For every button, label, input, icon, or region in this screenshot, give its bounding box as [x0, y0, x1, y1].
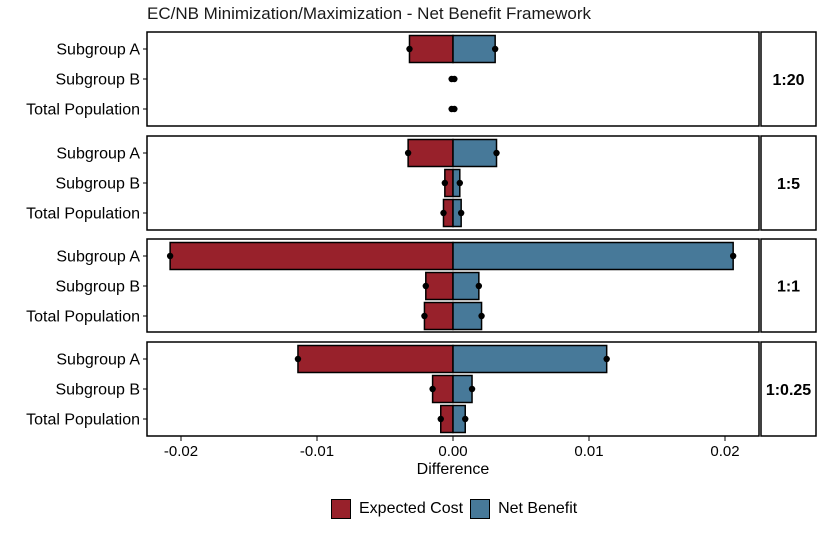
- point-expected-cost-subgroup-a-1-5: [404, 149, 412, 157]
- facet-strip-1-5: [760, 135, 817, 231]
- legend-swatch-expected-cost: [331, 499, 351, 519]
- bar-net-benefit-subgroup-a-1-1: [452, 241, 734, 271]
- facet-strip-1-1: [760, 238, 817, 333]
- y-tick-label-subgroup-b-1-0-25: Subgroup B: [55, 382, 140, 399]
- legend-label-net-benefit: Net Benefit: [498, 500, 578, 517]
- bar-expected-cost-subgroup-a-1-5: [407, 138, 454, 168]
- point-expected-cost-subgroup-a-1-0-25: [294, 355, 302, 363]
- point-net-benefit-subgroup-a-1-20: [491, 45, 499, 53]
- bar-net-benefit-total-population-1-1: [452, 301, 483, 331]
- chart-title: EC/NB Minimization/Maximization - Net Be…: [147, 4, 592, 23]
- bar-expected-cost-subgroup-a-1-0-25: [297, 344, 454, 374]
- y-tick-label-subgroup-a-1-20: Subgroup A: [56, 42, 140, 59]
- facet-label-1-20: 1:20: [772, 72, 804, 89]
- legend-item-expected-cost: Expected Cost: [331, 499, 463, 519]
- legend: Expected Cost Net Benefit: [331, 499, 584, 519]
- x-tick-label: 0.01: [574, 443, 603, 460]
- y-tick-label-subgroup-a-1-0-25: Subgroup A: [56, 352, 140, 369]
- x-tick-label: 0.02: [710, 443, 739, 460]
- point-expected-cost-subgroup-b-1-1: [422, 282, 429, 290]
- facet-label-1-0-25: 1:0.25: [766, 382, 811, 399]
- point-net-benefit-subgroup-b-1-1: [475, 282, 483, 290]
- point-expected-cost-subgroup-a-1-20: [406, 45, 413, 53]
- point-net-benefit-subgroup-b-1-5: [456, 179, 463, 187]
- facet-label-1-1: 1:1: [777, 279, 800, 296]
- bar-net-benefit-subgroup-a-1-5: [452, 138, 498, 168]
- point-net-benefit-subgroup-b-1-20: [451, 75, 458, 83]
- point-net-benefit-total-population-1-5: [457, 209, 465, 217]
- point-net-benefit-subgroup-a-1-0-25: [603, 355, 610, 363]
- bar-expected-cost-subgroup-b-1-1: [425, 271, 454, 301]
- x-axis-label: Difference: [417, 461, 490, 478]
- point-expected-cost-total-population-1-1: [421, 312, 428, 320]
- facet-strip-1-0-25: [760, 341, 817, 437]
- x-tick-label: 0.00: [438, 443, 467, 460]
- y-tick-label-subgroup-b-1-1: Subgroup B: [55, 279, 140, 296]
- point-net-benefit-subgroup-b-1-0-25: [468, 385, 476, 393]
- legend-swatch-net-benefit: [470, 499, 491, 519]
- point-expected-cost-total-population-1-0-25: [437, 415, 444, 423]
- bar-expected-cost-subgroup-a-1-1: [169, 241, 454, 271]
- y-tick-label-subgroup-b-1-5: Subgroup B: [55, 176, 140, 193]
- bar-expected-cost-total-population-1-1: [423, 301, 454, 331]
- y-tick-label-total-population-1-5: Total Population: [26, 206, 140, 223]
- x-tick-label: -0.01: [300, 443, 334, 460]
- facet-strip-1-20: [760, 31, 817, 127]
- point-net-benefit-total-population-1-0-25: [462, 415, 469, 423]
- point-net-benefit-subgroup-a-1-1: [729, 252, 737, 260]
- y-tick-label-total-population-1-20: Total Population: [26, 102, 140, 119]
- y-tick-label-total-population-1-0-25: Total Population: [26, 412, 140, 429]
- point-net-benefit-subgroup-a-1-5: [493, 149, 500, 157]
- legend-label-expected-cost: Expected Cost: [359, 500, 464, 517]
- bar-expected-cost-subgroup-a-1-20: [408, 34, 454, 64]
- point-net-benefit-total-population-1-20: [451, 105, 458, 113]
- point-expected-cost-subgroup-b-1-5: [441, 179, 449, 187]
- bar-net-benefit-subgroup-a-1-0-25: [452, 344, 608, 374]
- y-tick-label-subgroup-a-1-1: Subgroup A: [56, 249, 140, 266]
- legend-item-net-benefit: Net Benefit: [470, 499, 577, 519]
- y-tick-label-total-population-1-1: Total Population: [26, 309, 140, 326]
- facet-label-1-5: 1:5: [777, 176, 800, 193]
- point-expected-cost-subgroup-a-1-1: [166, 252, 174, 260]
- y-tick-label-subgroup-a-1-5: Subgroup A: [56, 146, 140, 163]
- x-tick-label: -0.02: [164, 443, 198, 460]
- bar-net-benefit-subgroup-a-1-20: [452, 34, 496, 64]
- point-net-benefit-total-population-1-1: [478, 312, 485, 320]
- y-tick-label-subgroup-b-1-20: Subgroup B: [55, 72, 140, 89]
- bar-net-benefit-subgroup-b-1-1: [452, 271, 480, 301]
- point-expected-cost-total-population-1-5: [440, 209, 447, 217]
- point-expected-cost-subgroup-b-1-0-25: [429, 385, 436, 393]
